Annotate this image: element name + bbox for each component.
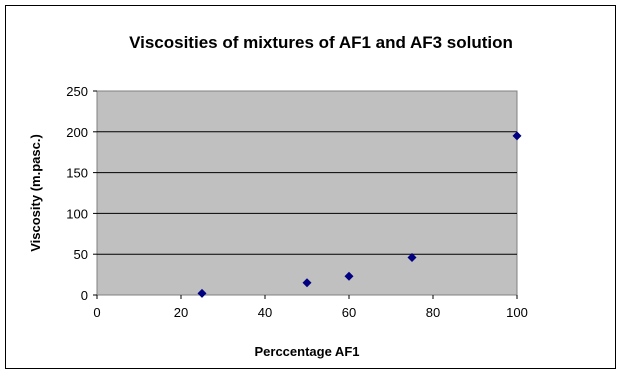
plot-area — [96, 90, 518, 296]
data-point-marker — [407, 252, 417, 262]
grid-lines — [97, 131, 517, 255]
y-tick-labels: 0 50 100 150 200 250 — [66, 84, 97, 303]
chart-frame: Viscosities of mixtures of AF1 and AF3 s… — [5, 5, 616, 369]
data-point-marker — [302, 278, 312, 288]
x-tick-label: 60 — [342, 305, 356, 320]
y-tick-label: 150 — [66, 166, 88, 181]
y-tick-label: 250 — [66, 84, 88, 99]
data-point-marker — [512, 131, 522, 141]
y-tick-label: 100 — [66, 206, 88, 221]
y-tick-label: 200 — [66, 125, 88, 140]
x-axis-title: Perccentage AF1 — [254, 344, 359, 359]
chart: Viscosities of mixtures of AF1 and AF3 s… — [28, 33, 528, 359]
x-tick-label: 100 — [506, 305, 528, 320]
y-axis-title: Viscosity (m.pasc.) — [28, 134, 43, 252]
x-tick-label: 20 — [174, 305, 188, 320]
chart-title: Viscosities of mixtures of AF1 and AF3 s… — [129, 33, 513, 52]
x-tick-label: 40 — [258, 305, 272, 320]
x-tick-labels: 0 20 40 60 80 100 — [93, 295, 528, 320]
data-points — [197, 131, 522, 298]
data-point-marker — [197, 288, 207, 298]
data-point-marker — [344, 271, 354, 281]
x-tick-label: 80 — [426, 305, 440, 320]
y-tick-label: 50 — [74, 247, 88, 262]
x-tick-label: 0 — [93, 305, 100, 320]
y-tick-label: 0 — [81, 288, 88, 303]
